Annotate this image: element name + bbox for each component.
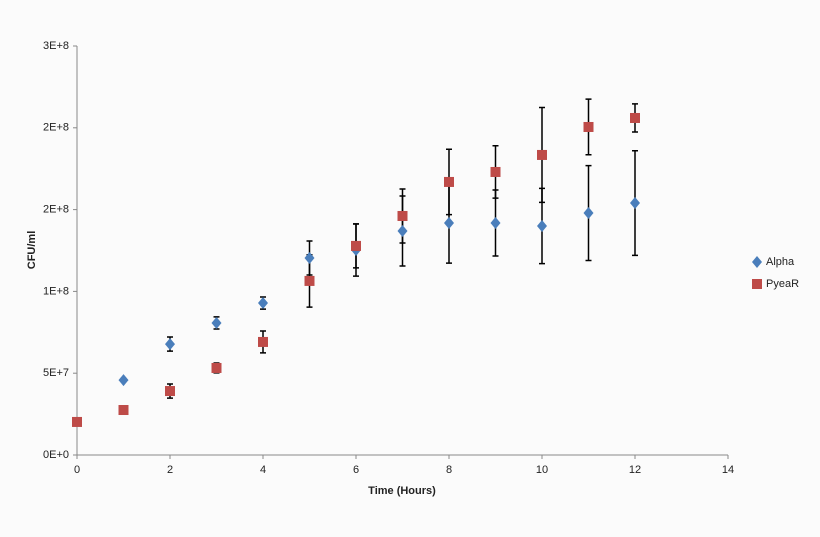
legend-marker	[752, 279, 762, 289]
point	[537, 149, 547, 160]
y-tick-label: 0E+0	[43, 449, 69, 461]
x-tick-label: 12	[629, 464, 641, 476]
y-tick-label: 2E+8	[43, 204, 69, 216]
point	[630, 112, 640, 123]
x-tick-label: 0	[74, 464, 80, 476]
y-tick-label: 1E+8	[43, 285, 69, 297]
y-tick-label: 3E+8	[43, 40, 69, 52]
x-axis-title: Time (Hours)	[368, 485, 436, 497]
x-tick-label: 14	[722, 464, 734, 476]
point	[444, 176, 454, 187]
point	[165, 338, 175, 351]
x-tick-label: 2	[167, 464, 173, 476]
point	[211, 316, 222, 329]
point	[537, 219, 547, 232]
point	[165, 386, 175, 397]
x-tick-label: 6	[353, 464, 359, 476]
point	[211, 362, 222, 373]
x-tick-label: 10	[536, 464, 548, 476]
point	[630, 197, 640, 210]
legend-label: Alpha	[766, 256, 795, 268]
point	[490, 217, 501, 230]
y-tick-label: 2E+8	[43, 122, 69, 134]
point	[397, 210, 408, 221]
x-tick-label: 8	[446, 464, 452, 476]
x-tick-label: 4	[260, 464, 266, 476]
y-tick-label: 5E+7	[43, 367, 69, 379]
point	[304, 252, 315, 265]
point	[351, 240, 361, 251]
legend-label: PyeaR	[766, 278, 799, 290]
point	[258, 297, 268, 310]
point	[304, 275, 315, 286]
point	[258, 336, 268, 347]
y-axis-title: CFU/ml	[26, 231, 38, 270]
point	[72, 416, 82, 427]
point	[118, 405, 129, 416]
point	[583, 207, 594, 220]
point	[118, 374, 129, 387]
point	[490, 166, 501, 177]
point	[583, 121, 594, 132]
legend-marker	[752, 256, 762, 268]
point	[444, 217, 454, 230]
point	[397, 225, 408, 238]
